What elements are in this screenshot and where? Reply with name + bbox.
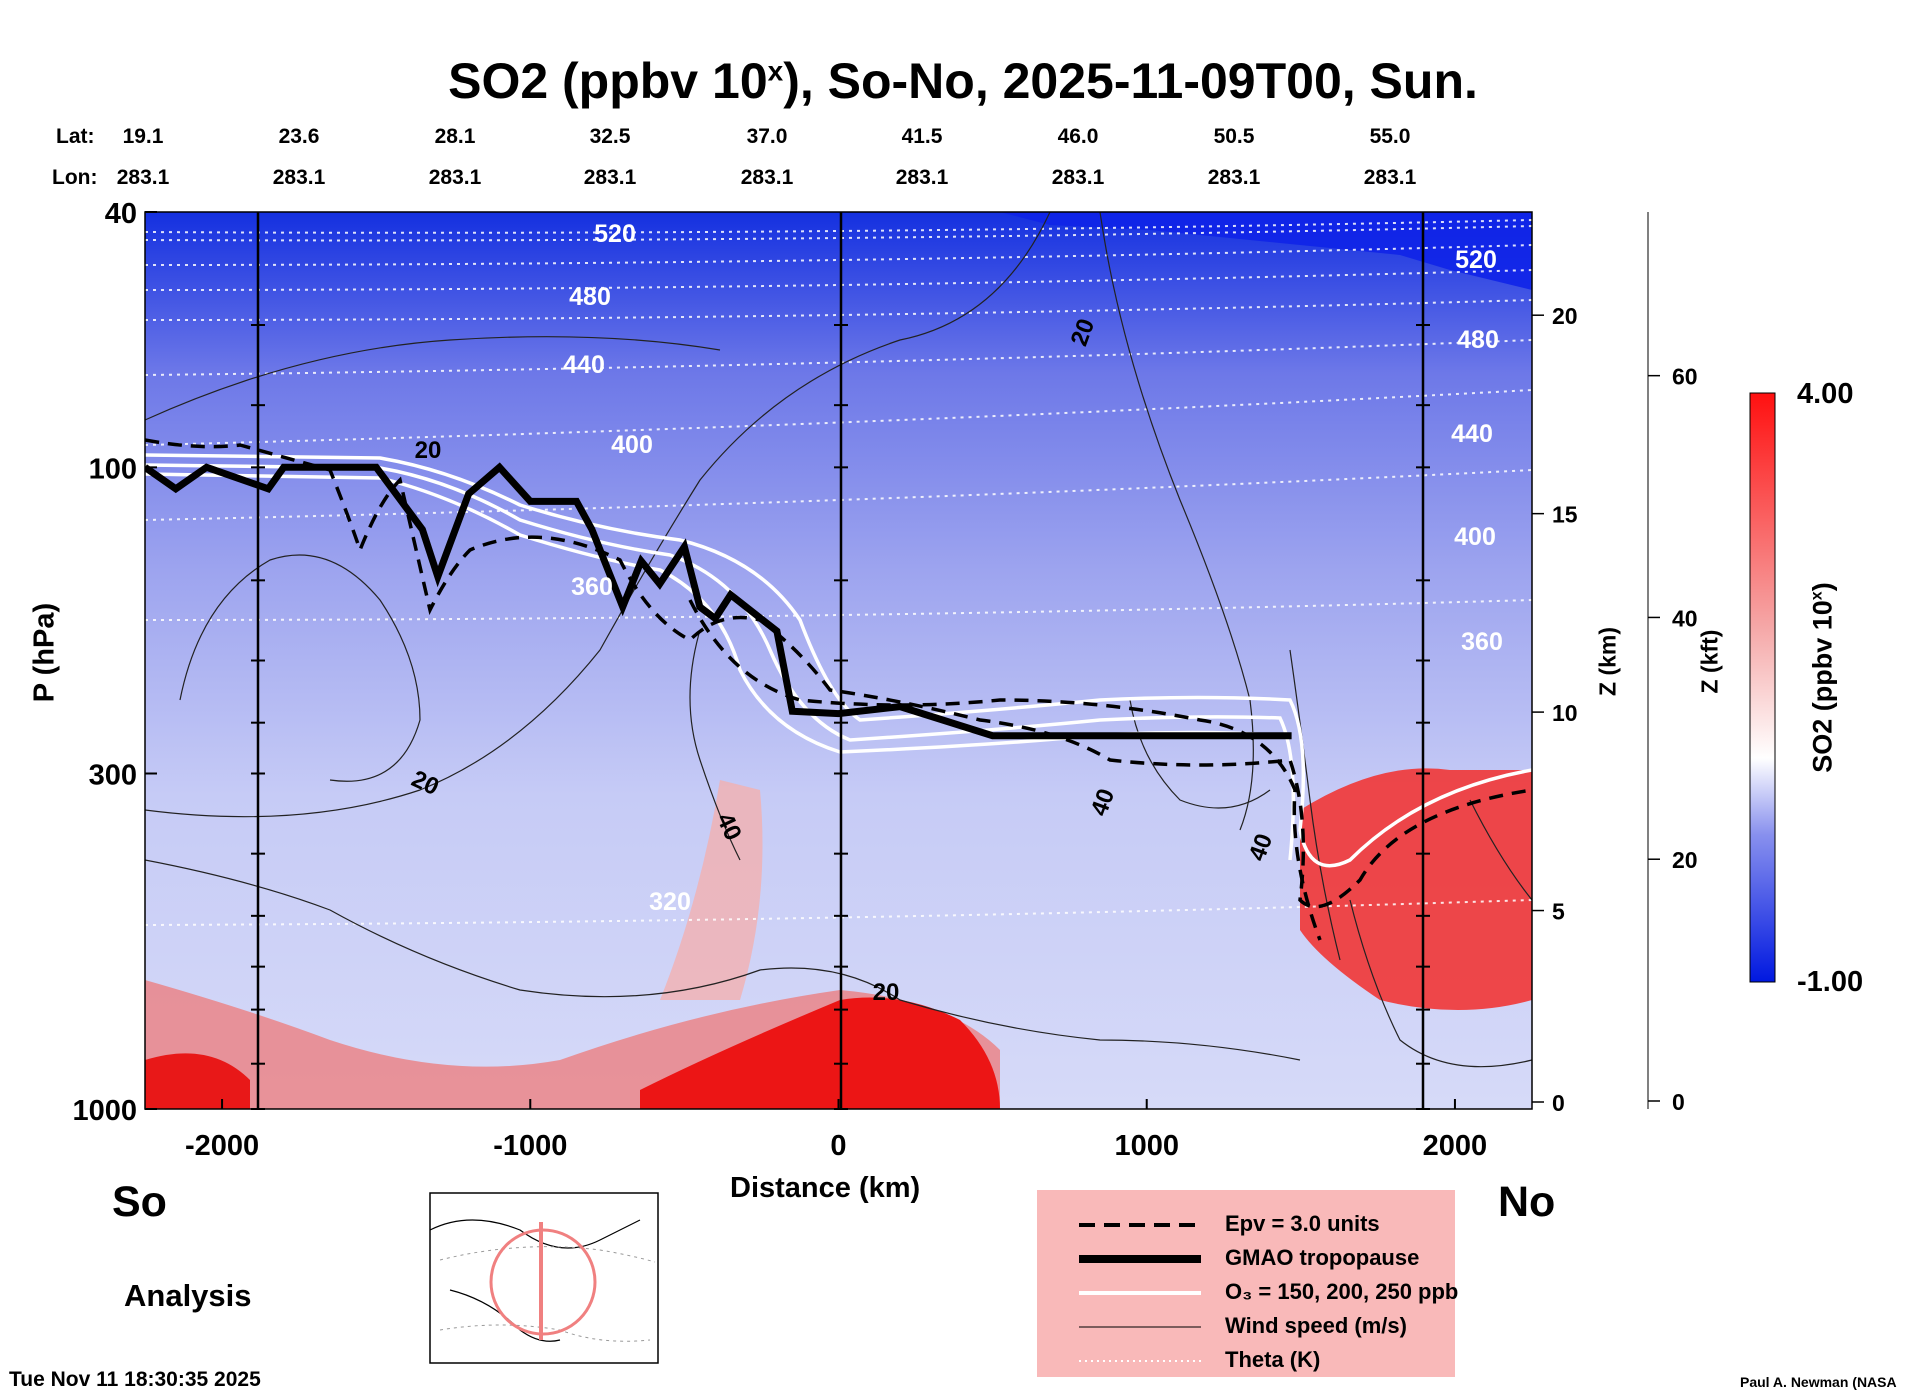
z-kft-tick-label: 40 bbox=[1672, 605, 1698, 631]
lat-value: 19.1 bbox=[122, 125, 164, 148]
lon-value: 283.1 bbox=[583, 166, 637, 189]
theta-label: 440 bbox=[1451, 420, 1493, 448]
x-tick-label: -1000 bbox=[493, 1130, 567, 1162]
z-km-axis-title: Z (km) bbox=[1594, 627, 1621, 696]
x-tick-label: -2000 bbox=[185, 1130, 259, 1162]
wind-contour bbox=[1099, 212, 1254, 831]
tropopause-line bbox=[145, 462, 1292, 740]
lon-value: 283.1 bbox=[1051, 166, 1105, 189]
lon-value: 283.1 bbox=[116, 166, 170, 189]
wind-label: 20 bbox=[873, 979, 900, 1006]
wind-contour bbox=[179, 554, 421, 782]
wind-contour bbox=[145, 336, 721, 421]
z-km-tick-label: 0 bbox=[1552, 1090, 1565, 1116]
latitude-marker-lines bbox=[251, 212, 1430, 1110]
z-km-tick-label: 10 bbox=[1552, 700, 1578, 726]
x-tick-label: 1000 bbox=[1114, 1130, 1179, 1162]
lat-value: 41.5 bbox=[901, 125, 943, 148]
z-kft-tick-label: 60 bbox=[1672, 364, 1698, 390]
legend-item-tropopause: GMAO tropopause bbox=[1079, 1245, 1420, 1270]
south-label: So bbox=[112, 1178, 167, 1226]
lat-label: Lat: bbox=[56, 125, 95, 148]
credit: Paul A. Newman (NASA bbox=[1740, 1374, 1897, 1390]
lon-value: 283.1 bbox=[740, 166, 794, 189]
positive-anomaly-sw bbox=[145, 1053, 250, 1109]
lon-value: 283.1 bbox=[895, 166, 949, 189]
high-so2-neg-region bbox=[1000, 212, 1532, 290]
lat-value: 50.5 bbox=[1213, 125, 1255, 148]
lat-value: 37.0 bbox=[746, 125, 788, 148]
z-kft-tick-label: 20 bbox=[1672, 847, 1698, 873]
legend-item-epv: Epv = 3.0 units bbox=[1079, 1211, 1380, 1236]
x-axis-ticks: -2000 -1000 0 1000 2000 bbox=[185, 1099, 1487, 1162]
wind-contour bbox=[1289, 649, 1341, 961]
colorbar-min-label: -1.00 bbox=[1797, 966, 1864, 998]
north-label: No bbox=[1498, 1178, 1556, 1226]
analysis-label: Analysis bbox=[124, 1278, 252, 1313]
z-km-tick-label: 5 bbox=[1552, 899, 1565, 925]
y-tick-label: 40 bbox=[105, 198, 137, 230]
lat-value: 55.0 bbox=[1369, 125, 1411, 148]
timestamp: Tue Nov 11 18:30:35 2025 bbox=[9, 1368, 261, 1391]
positive-plume bbox=[660, 780, 763, 1000]
epv-contour bbox=[145, 438, 1532, 909]
legend-item-wind: Wind speed (m/s) bbox=[1079, 1313, 1407, 1338]
legend: Epv = 3.0 units GMAO tropopause O₃ = 150… bbox=[1037, 1190, 1459, 1377]
theta-label: 440 bbox=[563, 351, 605, 379]
wind-label: 20 bbox=[415, 437, 442, 464]
legend-item-theta: Theta (K) bbox=[1079, 1347, 1321, 1372]
z-kft-tick-label: 0 bbox=[1672, 1089, 1685, 1115]
colorbar-title: SO2 (ppbv 10x) bbox=[1807, 582, 1838, 773]
wind-speed-contours bbox=[145, 212, 1532, 1068]
colorbar bbox=[1749, 392, 1776, 983]
lon-value: 283.1 bbox=[272, 166, 326, 189]
theta-label: 480 bbox=[569, 283, 611, 311]
theta-label: 320 bbox=[649, 888, 691, 916]
lon-value: 283.1 bbox=[1207, 166, 1261, 189]
x-axis-title: Distance (km) bbox=[730, 1172, 921, 1204]
x-tick-label: 2000 bbox=[1423, 1130, 1488, 1162]
theta-label: 520 bbox=[594, 220, 636, 248]
wind-contour bbox=[689, 629, 741, 861]
wind-contour bbox=[1469, 799, 1532, 901]
wind-contour bbox=[1349, 899, 1532, 1068]
y-tick-label: 300 bbox=[89, 759, 137, 791]
z-kft-axis: 0 20 40 60 bbox=[1647, 212, 1698, 1115]
colorbar-max-label: 4.00 bbox=[1797, 378, 1854, 410]
z-kft-axis-title: Z (kft) bbox=[1696, 629, 1723, 694]
lat-value: 28.1 bbox=[434, 125, 476, 148]
lat-value: 23.6 bbox=[278, 125, 320, 148]
lon-label: Lon: bbox=[52, 166, 98, 189]
x-tick-label: 0 bbox=[830, 1130, 846, 1162]
y-tick-label: 100 bbox=[89, 453, 137, 485]
chart-title: SO2 (ppbv 10x), So-No, 2025-11-09T00, Su… bbox=[448, 53, 1478, 109]
lon-value: 283.1 bbox=[1363, 166, 1417, 189]
theta-label: 400 bbox=[1454, 523, 1496, 551]
ozone-contour bbox=[145, 463, 1296, 861]
theta-label: 400 bbox=[611, 431, 653, 459]
positive-anomaly-center bbox=[640, 997, 1000, 1109]
legend-item-ozone: O₃ = 150, 200, 250 ppb bbox=[1079, 1279, 1459, 1304]
theta-label: 360 bbox=[1461, 628, 1503, 656]
lat-value: 46.0 bbox=[1057, 125, 1099, 148]
z-km-tick-label: 20 bbox=[1552, 303, 1578, 329]
z-km-axis: 0 5 10 15 20 bbox=[1531, 212, 1578, 1116]
positive-anomaly-north bbox=[1300, 768, 1532, 1010]
theta-label: 480 bbox=[1457, 326, 1499, 354]
wind-contour bbox=[145, 859, 1301, 1061]
y-axis-title: P (hPa) bbox=[28, 602, 61, 703]
theta-label: 360 bbox=[571, 573, 613, 601]
z-km-tick-label: 15 bbox=[1552, 502, 1578, 528]
wind-contour bbox=[145, 212, 1051, 818]
y-tick-label: 1000 bbox=[72, 1095, 137, 1127]
theta-label: 520 bbox=[1455, 246, 1497, 274]
inset-map bbox=[429, 1192, 659, 1364]
lon-value: 283.1 bbox=[428, 166, 482, 189]
lat-value: 32.5 bbox=[589, 125, 631, 148]
y-axis-ticks: 40 100 300 1000 bbox=[72, 198, 157, 1127]
